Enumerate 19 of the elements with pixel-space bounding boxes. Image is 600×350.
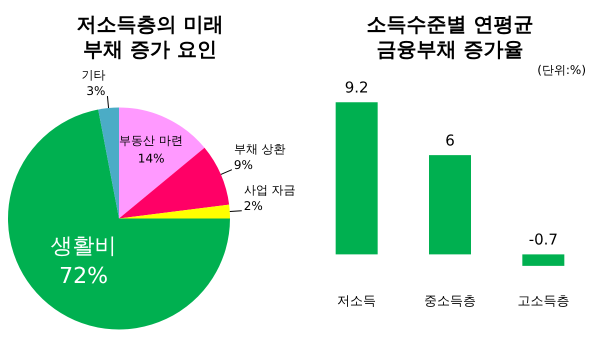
x-tick-label: 저소득: [337, 292, 376, 308]
slice-label: 사업 자금: [244, 182, 296, 197]
slice-label: 부동산 마련: [119, 133, 184, 148]
data-label: 9.2: [344, 78, 369, 97]
chart-subtitle: (단위:%): [536, 62, 587, 79]
data-label: 2%: [244, 198, 263, 213]
data-label: 6: [445, 132, 455, 150]
data-label: 3%: [86, 84, 106, 98]
data-label: -0.7: [528, 230, 558, 249]
slice-label: 부채 상환: [234, 142, 286, 156]
x-tick-label: 중소득층: [424, 292, 476, 308]
chart-title: 소득수준별 연평균 금융부채 증가율: [366, 11, 534, 62]
chart-title: 저소득층의 미래 부채 증가 요인: [76, 11, 224, 62]
data-label: 9%: [234, 158, 253, 172]
slice-label: 생활비: [50, 234, 117, 259]
x-tick-label: 고소득층: [517, 292, 570, 308]
slice-label: 기타: [81, 68, 106, 82]
data-label: 72%: [59, 264, 108, 289]
data-label: 14%: [138, 151, 164, 166]
